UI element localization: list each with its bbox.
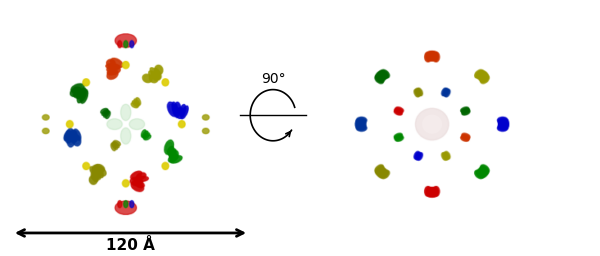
Text: 120 Å: 120 Å (106, 238, 155, 253)
Text: 90°: 90° (260, 72, 286, 86)
